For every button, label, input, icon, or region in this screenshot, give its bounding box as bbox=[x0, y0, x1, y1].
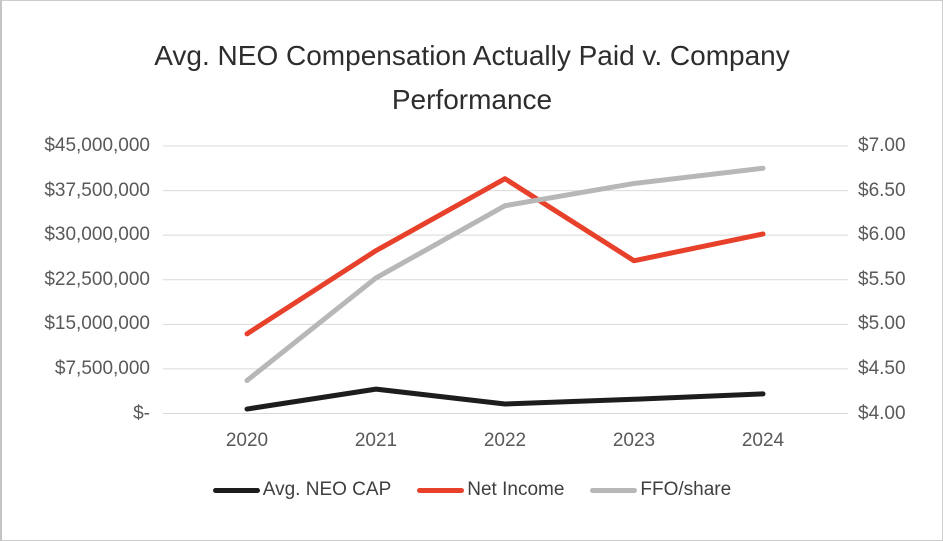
chart-title: Avg. NEO Compensation Actually Paid v. C… bbox=[154, 40, 790, 115]
x-axis-tick-label: 2022 bbox=[483, 430, 527, 451]
right-axis-tick-label: $4.00 bbox=[858, 402, 906, 424]
right-axis-tick-label: $6.00 bbox=[858, 224, 906, 246]
left-axis-tick-label: $30,000,000 bbox=[44, 224, 150, 246]
x-axis-tick-label: 2021 bbox=[354, 430, 398, 451]
legend: Avg. NEO CAP Net Income FFO/share bbox=[2, 479, 942, 501]
right-axis-tick-label: $5.50 bbox=[858, 268, 906, 290]
legend-item-ffo-share: FFO/share bbox=[590, 479, 731, 501]
series-line-avg-neo-cap bbox=[244, 386, 766, 412]
left-axis-tick-label: $37,500,000 bbox=[44, 179, 150, 201]
series-line-ffo-share bbox=[244, 165, 766, 384]
legend-label-avg-neo-cap: Avg. NEO CAP bbox=[262, 479, 392, 500]
legend-item-avg-neo-cap: Avg. NEO CAP bbox=[212, 479, 392, 501]
left-axis-tick-label: $7,500,000 bbox=[54, 357, 150, 379]
legend-swatch-ffo-share bbox=[590, 487, 638, 493]
x-axis-tick-label: 2024 bbox=[741, 430, 785, 451]
legend-label-ffo-share: FFO/share bbox=[640, 479, 732, 500]
right-axis-tick-label: $5.00 bbox=[858, 313, 906, 335]
series-line-net-income bbox=[244, 176, 766, 337]
legend-item-net-income: Net Income bbox=[417, 479, 564, 501]
right-axis-tick-label: $7.00 bbox=[858, 135, 906, 156]
right-axis-tick-label: $6.50 bbox=[858, 179, 906, 201]
left-axis-tick-label: $- bbox=[133, 402, 150, 424]
left-axis-tick-label: $45,000,000 bbox=[44, 135, 150, 156]
x-axis-tick-label: 2020 bbox=[225, 430, 269, 451]
x-axis-tick-label: 2023 bbox=[612, 430, 656, 451]
left-axis-tick-label: $15,000,000 bbox=[44, 313, 150, 335]
left-axis-tick-label: $22,500,000 bbox=[44, 268, 150, 290]
right-axis-tick-label: $4.50 bbox=[858, 357, 906, 379]
legend-label-net-income: Net Income bbox=[467, 479, 565, 500]
legend-swatch-avg-neo-cap bbox=[212, 487, 260, 493]
legend-swatch-net-income bbox=[417, 487, 465, 493]
